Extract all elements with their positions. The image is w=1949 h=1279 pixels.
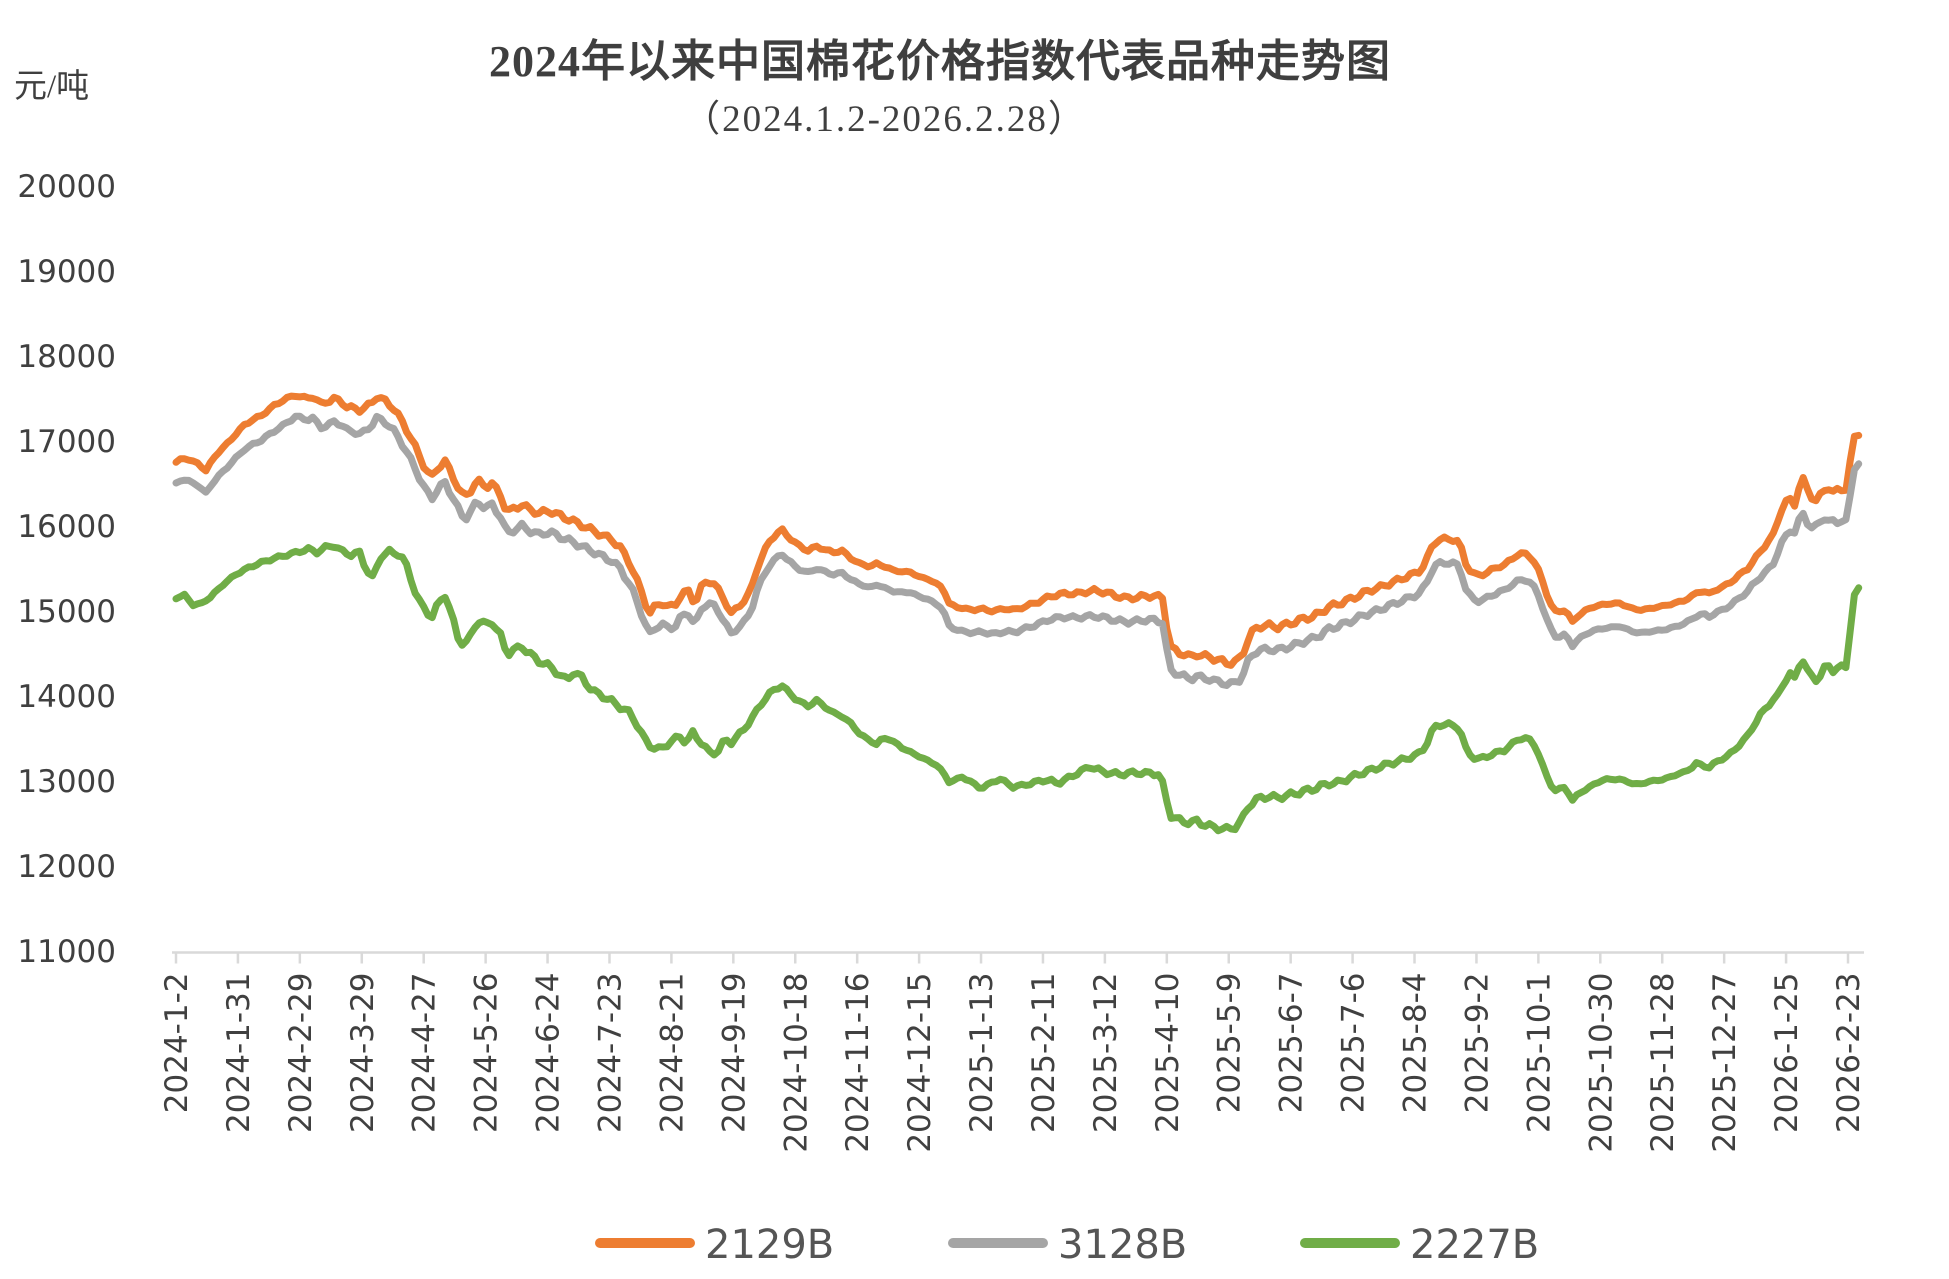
x-axis-tick-label: 2024-8-21: [654, 973, 690, 1133]
x-axis-tick-label: 2025-10-1: [1521, 973, 1557, 1133]
legend-item-3128B: 3128B: [948, 1222, 1187, 1268]
series-lines: [172, 392, 1863, 835]
x-axis-tick-label: 2024-3-29: [345, 973, 381, 1133]
x-axis-tick-label: 2025-1-13: [964, 973, 1000, 1133]
y-axis-tick-label: 18000: [17, 339, 116, 375]
legend-label-2129B: 2129B: [705, 1222, 834, 1268]
y-axis-tick-label: 13000: [17, 764, 116, 800]
legend-item-2129B: 2129B: [595, 1222, 834, 1268]
legend-swatch-3128B: [948, 1238, 1048, 1248]
x-axis-tick-label: 2025-11-28: [1645, 973, 1681, 1153]
x-axis-tick-label: 2024-1-2: [159, 973, 195, 1114]
x-axis-tick-label: 2025-9-2: [1459, 973, 1495, 1114]
x-axis-tick-label: 2024-4-27: [407, 973, 443, 1133]
y-axis-tick-label: 20000: [17, 169, 116, 205]
x-axis-tick-label: 2024-12-15: [902, 973, 938, 1153]
x-axis-tick-label: 2025-8-4: [1398, 973, 1434, 1114]
x-axis-tick-label: 2024-5-26: [469, 973, 505, 1133]
legend-label-2227B: 2227B: [1410, 1222, 1539, 1268]
x-axis-tick-label: 2024-2-29: [283, 973, 319, 1133]
y-axis-tick-label: 15000: [17, 594, 116, 630]
series-line-3128B: [172, 412, 1863, 689]
x-axis-tick-label: 2024-11-16: [840, 973, 876, 1153]
y-axis-unit-label: 元/吨: [14, 68, 89, 105]
x-axis-tick-label: 2026-2-23: [1831, 973, 1867, 1133]
x-axis-tick-label: 2025-4-10: [1150, 973, 1186, 1133]
legend-swatch-2227B: [1300, 1238, 1400, 1248]
series-line-2227B: [172, 542, 1863, 835]
x-axis-tick-label: 2025-3-12: [1088, 973, 1124, 1133]
y-axis-tick-label: 14000: [17, 679, 116, 715]
y-axis-tick-label: 19000: [17, 254, 116, 290]
x-axis-tick-label: 2025-5-9: [1212, 973, 1248, 1114]
x-axis-tick-label: 2024-1-31: [221, 973, 257, 1133]
y-axis-tick-labels: 20000 19000 18000 17000 16000 15000 14000 13000…: [17, 169, 116, 970]
legend-item-2227B: 2227B: [1300, 1222, 1539, 1268]
x-axis-tick-label: 2025-2-11: [1026, 973, 1062, 1133]
x-axis-tick-label: 2025-10-30: [1583, 973, 1619, 1153]
legend: 2129B 3128B 2227B: [595, 1222, 1539, 1268]
x-axis-tick-label: 2024-6-24: [531, 973, 567, 1133]
y-axis-tick-label: 16000: [17, 509, 116, 545]
chart-title: 2024年以来中国棉花价格指数代表品种走势图: [489, 37, 1391, 86]
x-axis: 2024-1-2 2024-1-31 2024-2-29 2024-3-29 2024-…: [159, 951, 1867, 1153]
y-axis-tick-label: 12000: [17, 849, 116, 885]
legend-label-3128B: 3128B: [1058, 1222, 1187, 1268]
y-axis-tick-label: 17000: [17, 424, 116, 460]
x-axis-tick-label: 2024-9-19: [716, 973, 752, 1133]
legend-swatch-2129B: [595, 1238, 695, 1248]
series-line-2129B: [172, 392, 1863, 669]
chart-subtitle: （2024.1.2-2026.2.28）: [683, 99, 1087, 140]
x-axis-tick-label: 2025-6-7: [1274, 973, 1310, 1114]
y-axis-tick-label: 11000: [17, 934, 116, 970]
x-axis-tick-label: 2025-7-6: [1336, 973, 1372, 1114]
x-axis-tick-label: 2025-12-27: [1707, 973, 1743, 1153]
x-axis-tick-label: 2024-7-23: [592, 973, 628, 1133]
x-axis-tick-label: 2024-10-18: [778, 973, 814, 1153]
x-axis-tick-label: 2026-1-25: [1769, 973, 1805, 1133]
